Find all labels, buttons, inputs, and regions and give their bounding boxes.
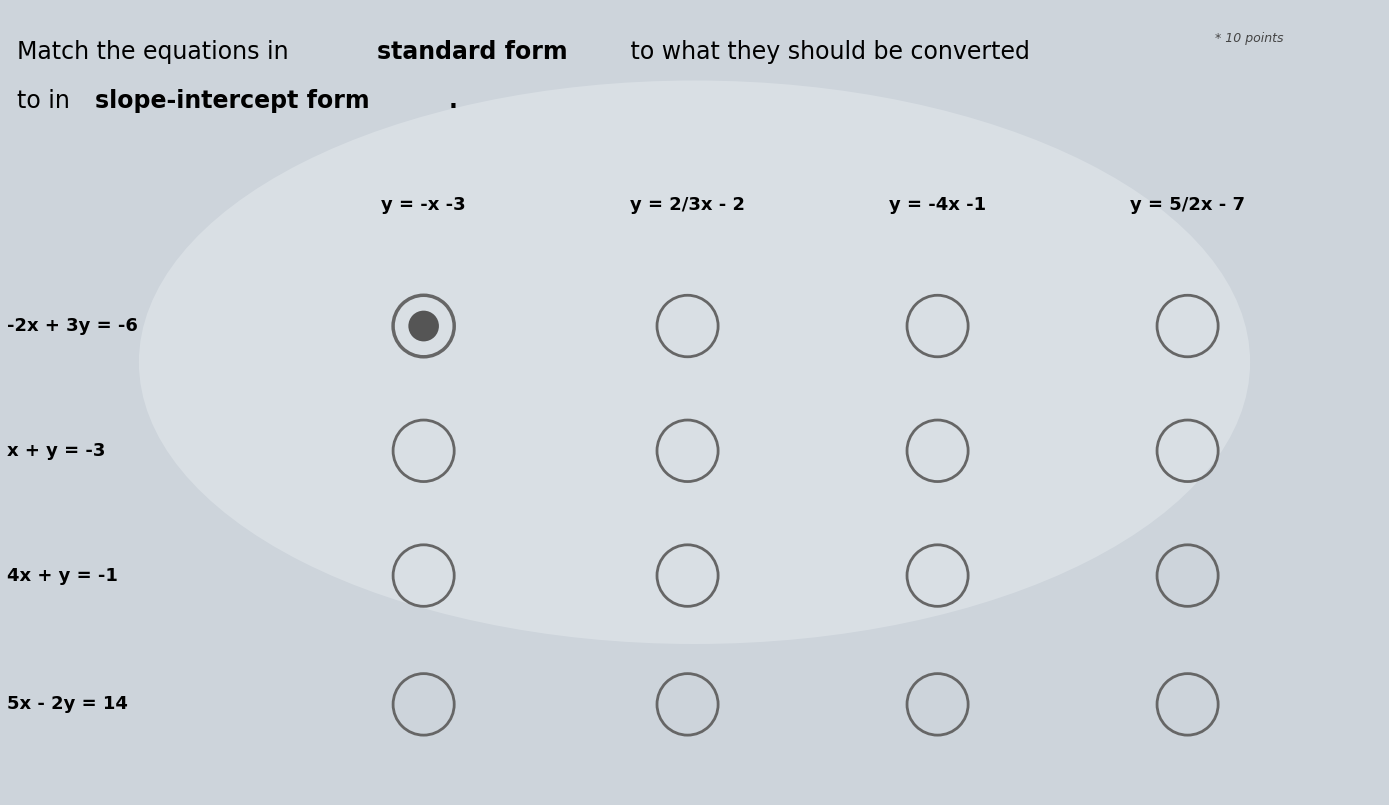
Text: Match the equations in: Match the equations in (17, 40, 296, 64)
Ellipse shape (139, 80, 1250, 644)
Text: .: . (449, 89, 458, 113)
Text: y = 5/2x - 7: y = 5/2x - 7 (1131, 196, 1245, 214)
Text: standard form: standard form (376, 40, 568, 64)
Text: * 10 points: * 10 points (1215, 32, 1283, 45)
Text: x + y = -3: x + y = -3 (7, 442, 106, 460)
Ellipse shape (408, 311, 439, 341)
Text: to in: to in (17, 89, 76, 113)
Text: y = -4x -1: y = -4x -1 (889, 196, 986, 214)
Text: slope-intercept form: slope-intercept form (94, 89, 369, 113)
Text: y = -x -3: y = -x -3 (382, 196, 465, 214)
Text: y = 2/3x - 2: y = 2/3x - 2 (631, 196, 745, 214)
Text: 4x + y = -1: 4x + y = -1 (7, 567, 118, 584)
Text: to what they should be converted: to what they should be converted (622, 40, 1029, 64)
Text: -2x + 3y = -6: -2x + 3y = -6 (7, 317, 138, 335)
Text: 5x - 2y = 14: 5x - 2y = 14 (7, 696, 128, 713)
